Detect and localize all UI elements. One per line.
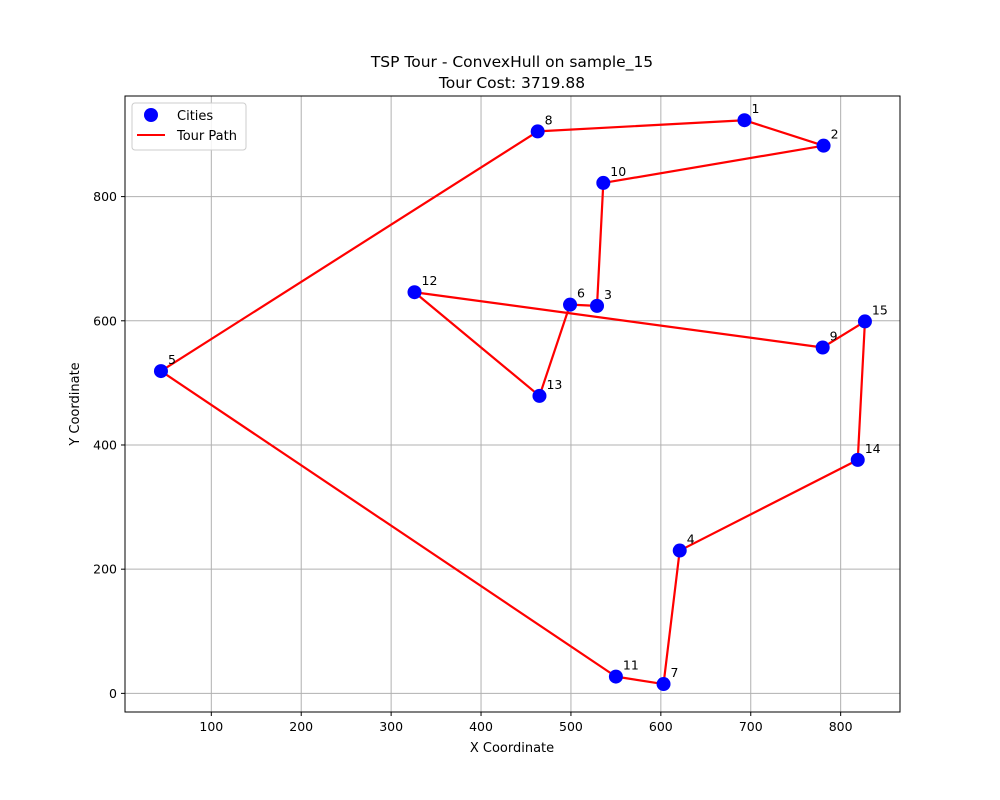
city-label-13: 13	[546, 377, 562, 392]
x-tick-label: 100	[199, 719, 223, 734]
city-label-12: 12	[422, 273, 438, 288]
city-point-1	[737, 113, 752, 128]
x-tick-label: 400	[469, 719, 493, 734]
city-label-5: 5	[168, 352, 176, 367]
city-label-1: 1	[751, 101, 759, 116]
city-point-12	[407, 285, 422, 300]
x-tick-label: 200	[289, 719, 313, 734]
legend-label-cities: Cities	[177, 109, 213, 124]
city-label-14: 14	[865, 441, 881, 456]
x-tick-label: 300	[379, 719, 403, 734]
tour-path	[159, 119, 867, 686]
tour-segment-15-14	[856, 320, 867, 461]
tour-segment-8-1	[536, 119, 746, 133]
tour-segment-9-15	[821, 320, 867, 349]
city-point-7	[656, 677, 671, 692]
tour-segment-2-10	[602, 144, 825, 185]
chart-title: TSP Tour - ConvexHull on sample_15	[370, 53, 653, 72]
y-tick-label: 0	[109, 686, 117, 701]
city-point-11	[608, 669, 623, 684]
city-label-8: 8	[545, 112, 553, 127]
tour-segment-13-12	[413, 291, 541, 398]
legend-label-tour-path: Tour Path	[176, 129, 237, 144]
legend-marker-cities	[144, 108, 158, 122]
chart-subtitle: Tour Cost: 3719.88	[438, 74, 585, 92]
grid	[125, 96, 900, 712]
city-point-2	[816, 138, 831, 153]
city-label-7: 7	[671, 665, 679, 680]
city-point-10	[596, 175, 611, 190]
tour-segment-6-13	[538, 303, 572, 398]
tour-segment-10-3	[595, 181, 605, 307]
x-tick-label: 500	[559, 719, 583, 734]
tour-segment-14-4	[678, 458, 859, 552]
city-point-6	[563, 297, 578, 312]
y-tick-label: 200	[93, 562, 117, 577]
legend: Cities Tour Path	[131, 102, 247, 151]
city-point-4	[672, 543, 687, 558]
y-axis-label: Y Coordinate	[68, 362, 83, 446]
tour-segment-5-8	[159, 130, 539, 373]
city-point-15	[857, 314, 872, 329]
tour-segment-7-11	[614, 675, 665, 686]
y-tick-label: 800	[93, 189, 117, 204]
y-tick-label: 400	[93, 437, 117, 452]
tour-segment-4-7	[662, 549, 681, 686]
city-label-4: 4	[687, 532, 695, 547]
city-label-9: 9	[830, 328, 838, 343]
city-label-15: 15	[872, 302, 888, 317]
city-point-8	[530, 124, 545, 139]
city-point-3	[590, 298, 605, 313]
cities	[153, 113, 872, 692]
x-axis-label: X Coordinate	[470, 741, 554, 756]
tour-segment-12-9	[413, 291, 824, 349]
x-tick-label: 700	[739, 719, 763, 734]
city-point-9	[815, 340, 830, 355]
x-tick-label: 800	[829, 719, 853, 734]
city-label-10: 10	[610, 164, 626, 179]
city-label-3: 3	[604, 287, 612, 302]
tour-segment-11-5	[159, 369, 617, 678]
y-tick-label: 600	[93, 313, 117, 328]
tour-segment-1-2	[743, 119, 825, 147]
city-point-14	[850, 452, 865, 467]
x-tick-label: 600	[649, 719, 673, 734]
city-point-13	[532, 388, 547, 403]
legend-box	[131, 102, 247, 151]
axis-ticks: 100 200 300 400 500 600 700 800 0 200 400 600 800	[93, 189, 852, 734]
plot-frame	[124, 95, 901, 713]
city-label-11: 11	[623, 658, 639, 673]
city-label-6: 6	[577, 286, 585, 301]
city-point-5	[153, 364, 168, 379]
city-label-2: 2	[831, 127, 839, 142]
